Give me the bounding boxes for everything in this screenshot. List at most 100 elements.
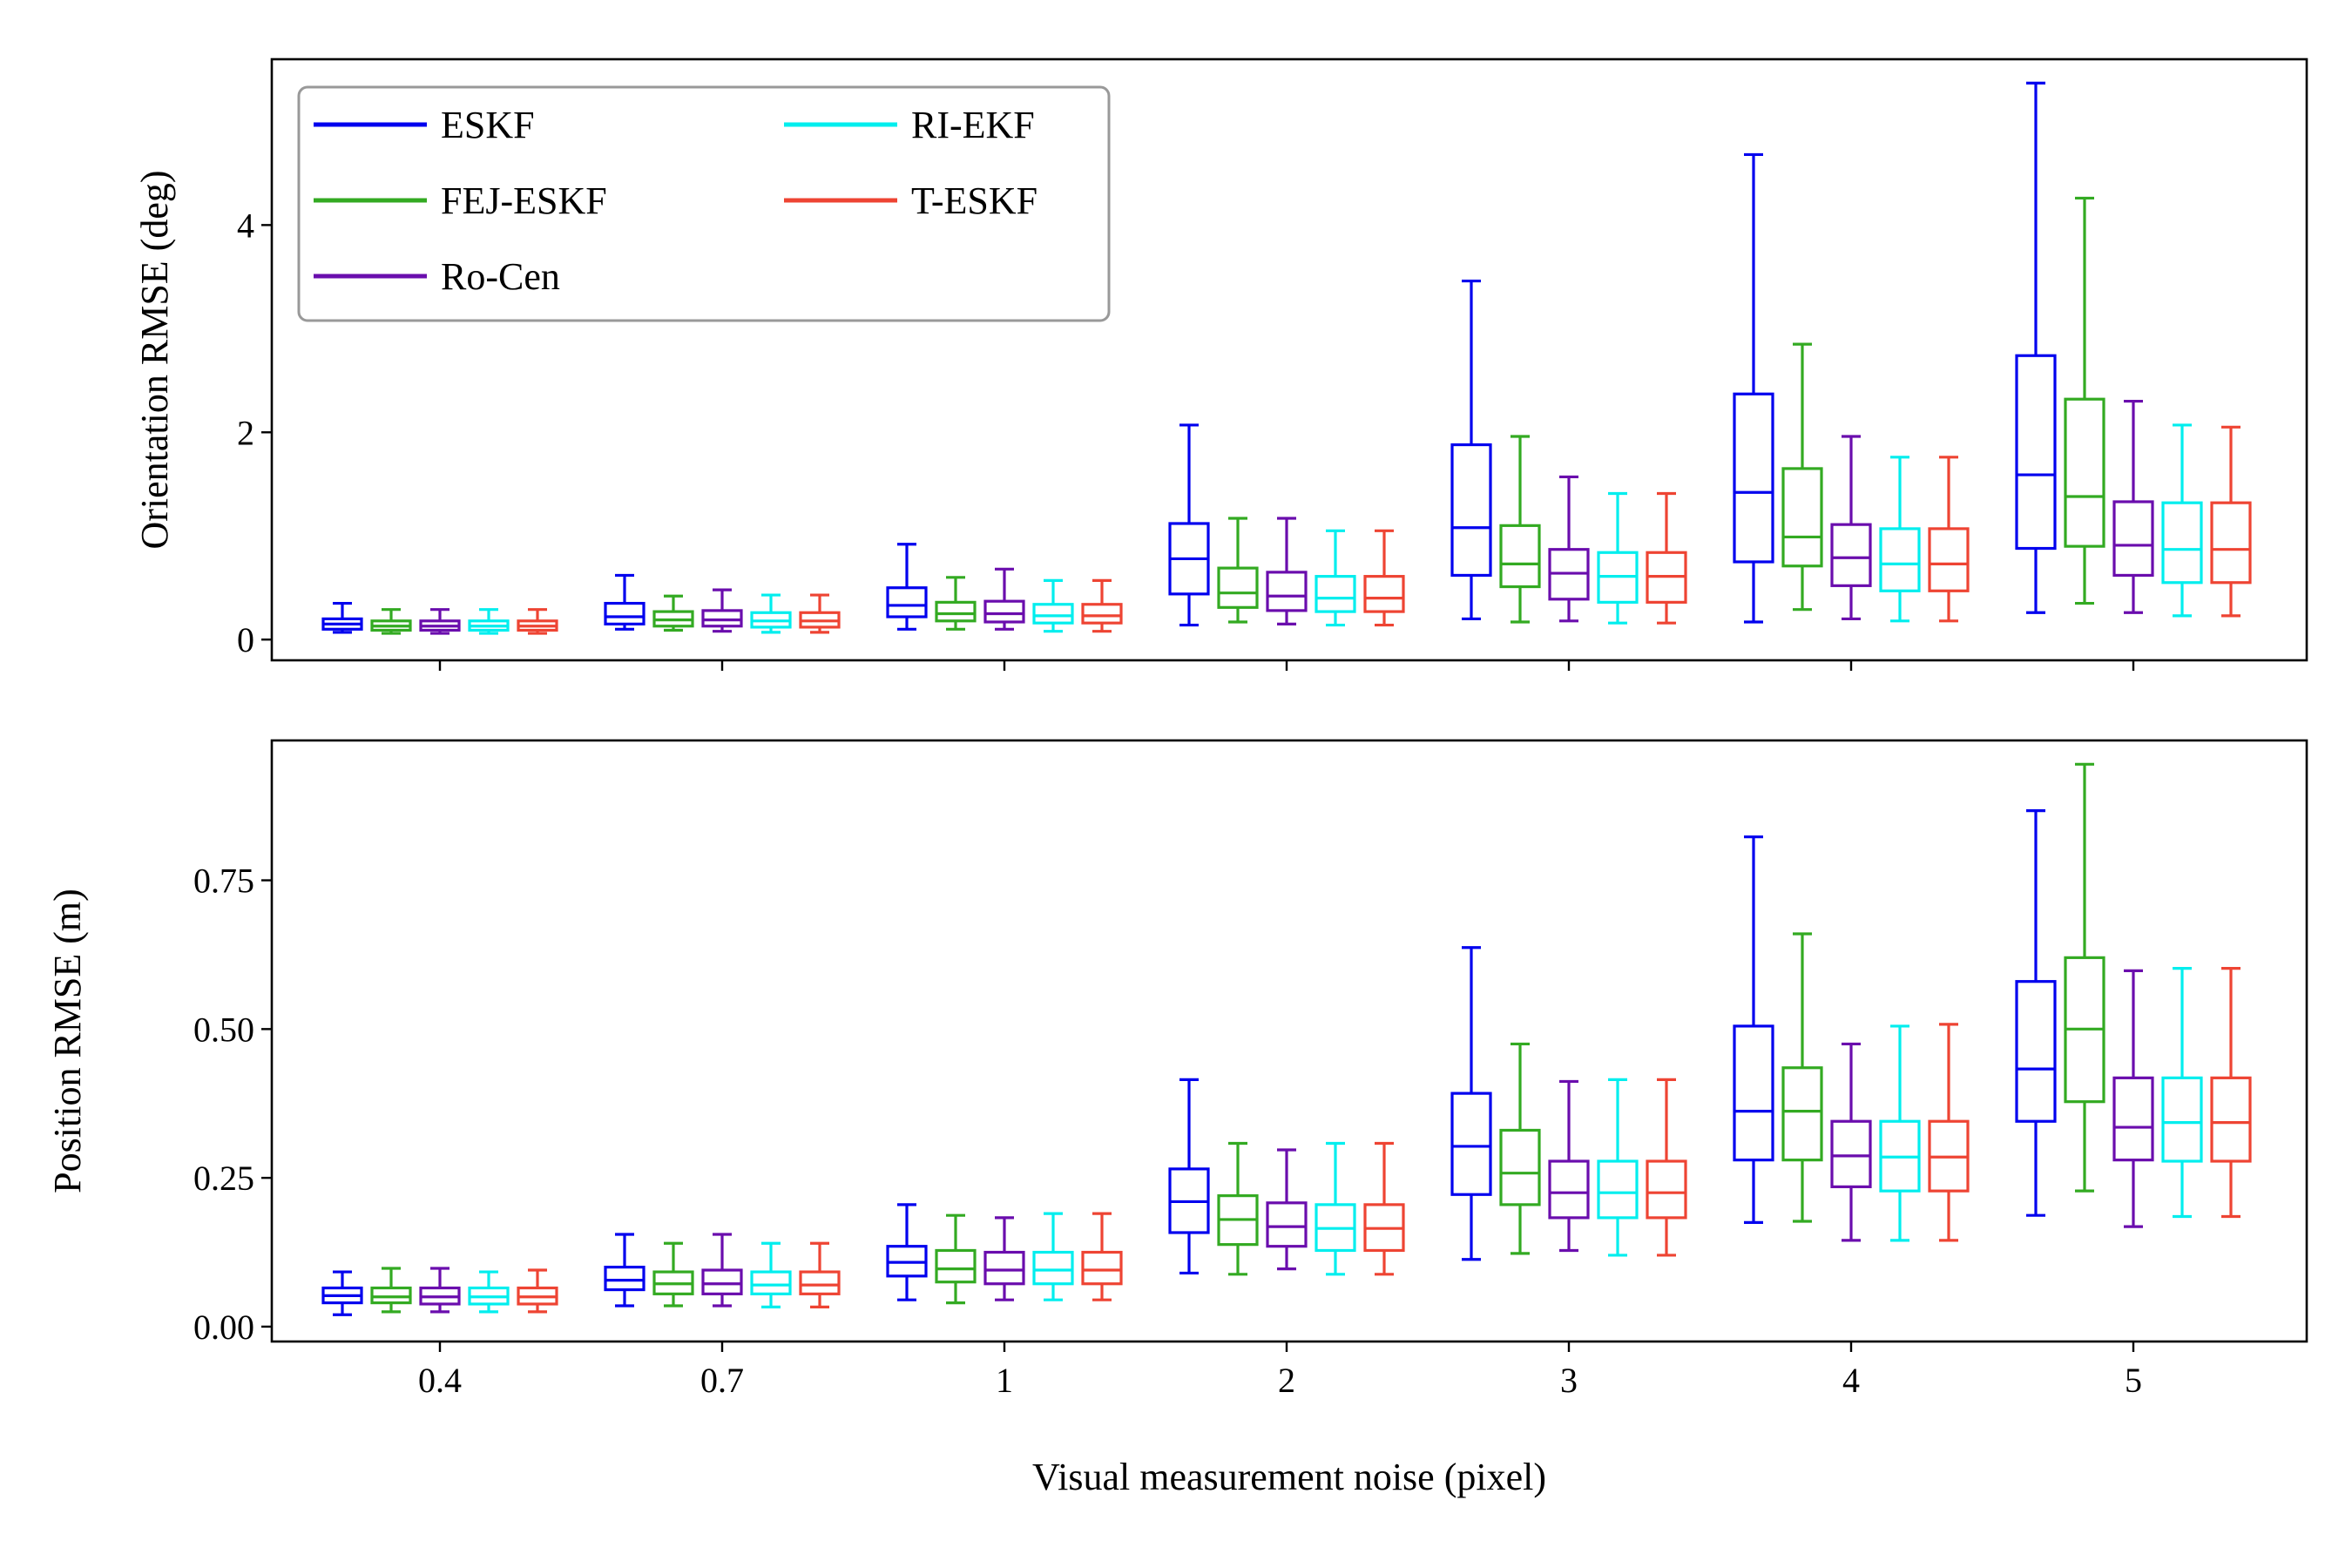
legend-entry-ro-cen: Ro-Cen (314, 255, 560, 298)
orientation-box-eskf (2015, 81, 2057, 614)
legend-label-ro-cen: Ro-Cen (441, 255, 560, 298)
position-y-tick-label: 0.75 (193, 862, 254, 901)
orientation-y-axis-title: Orientation RMSE (deg) (133, 170, 176, 549)
box-iqr (604, 601, 645, 625)
position-box-fej-eskf (2064, 762, 2105, 1193)
orientation-x-ticks (438, 660, 2135, 671)
legend: ESKF FEJ-ESKF Ro-Cen RI-EKF T-ESKF (297, 85, 1111, 322)
orientation-box-t-eskf (2210, 425, 2252, 618)
position-boxes (321, 762, 2252, 1316)
box-iqr (1597, 1159, 1639, 1220)
legend-box (297, 85, 1111, 322)
box-iqr (370, 1286, 412, 1305)
orientation-box-ri-ekf (1315, 529, 1356, 627)
box-iqr (1781, 467, 1823, 568)
orientation-box-ro-cen (419, 608, 461, 635)
position-box-ri-ekf (1597, 1078, 1639, 1257)
box-iqr (1499, 524, 1541, 589)
orientation-box-ro-cen (983, 567, 1025, 631)
position-box-ro-cen (701, 1233, 743, 1308)
position-box-ri-ekf (1315, 1141, 1356, 1276)
legend-entry-eskf: ESKF (314, 104, 535, 146)
box-iqr (1830, 1119, 1872, 1188)
box-iqr (1032, 1250, 1074, 1286)
position-box-ri-ekf (468, 1270, 510, 1314)
position-box-ri-ekf (1032, 1212, 1074, 1301)
legend-label-ri-ekf: RI-EKF (911, 104, 1035, 146)
orientation-box-ri-ekf (2161, 423, 2203, 618)
orientation-box-ri-ekf (468, 608, 510, 635)
box-iqr (886, 586, 928, 618)
orientation-box-t-eskf (1081, 578, 1123, 633)
box-iqr (799, 1270, 841, 1295)
position-y-tick-label: 0.25 (193, 1159, 254, 1198)
orientation-box-eskf (321, 601, 363, 634)
legend-entry-ri-ekf: RI-EKF (784, 104, 1035, 146)
position-box-fej-eskf (370, 1267, 412, 1314)
position-box-eskf (2015, 809, 2057, 1217)
orientation-box-fej-eskf (1499, 435, 1541, 624)
legend-label-t-eskf: T-ESKF (911, 179, 1037, 222)
position-box-ro-cen (1266, 1148, 1308, 1271)
position-box-eskf (604, 1233, 645, 1308)
orientation-y-tick-label: 2 (237, 413, 254, 452)
position-box-fej-eskf (652, 1241, 694, 1308)
box-iqr (2161, 1076, 2203, 1163)
legend-entry-fej-eskf: FEJ-ESKF (314, 179, 607, 222)
orientation-rmse-panel: 0 2 4 Orientation RMSE (deg) (133, 57, 2308, 671)
box-iqr (701, 1268, 743, 1295)
position-box-t-eskf (799, 1241, 841, 1308)
position-box-t-eskf (1363, 1141, 1405, 1276)
position-box-fej-eskf (1499, 1042, 1541, 1255)
position-y-ticks: 0.00 0.25 0.50 0.75 (193, 862, 272, 1347)
position-x-ticks: 0.4 0.7 1 2 3 4 5 (418, 1342, 2142, 1400)
position-box-ri-ekf (1879, 1024, 1921, 1242)
position-box-t-eskf (517, 1268, 558, 1314)
position-box-eskf (1450, 946, 1492, 1261)
orientation-box-ri-ekf (1032, 578, 1074, 633)
position-y-tick-label: 0.50 (193, 1010, 254, 1049)
position-box-eskf (321, 1270, 363, 1316)
box-iqr (1781, 1066, 1823, 1162)
orientation-box-ro-cen (1830, 435, 1872, 621)
orientation-box-fej-eskf (1217, 517, 1259, 624)
box-iqr (1081, 1250, 1123, 1286)
box-iqr (2112, 500, 2154, 578)
orientation-box-ro-cen (2112, 399, 2154, 614)
box-iqr (1266, 571, 1308, 612)
orientation-box-ro-cen (1548, 475, 1590, 623)
box-iqr (701, 609, 743, 628)
x-tick-label: 3 (1560, 1361, 1578, 1400)
box-iqr (1879, 527, 1921, 592)
orientation-box-fej-eskf (1781, 342, 1823, 612)
orientation-axes-frame (270, 57, 2308, 662)
box-iqr (1548, 1159, 1590, 1220)
box-iqr (2015, 980, 2057, 1123)
position-box-fej-eskf (935, 1213, 977, 1305)
orientation-box-fej-eskf (370, 608, 412, 635)
position-box-t-eskf (1081, 1212, 1123, 1301)
orientation-box-eskf (604, 573, 645, 631)
orientation-box-t-eskf (1928, 456, 1970, 623)
orientation-box-fej-eskf (652, 594, 694, 632)
box-iqr (1830, 523, 1872, 587)
orientation-box-t-eskf (799, 593, 841, 634)
x-tick-label: 1 (996, 1361, 1013, 1400)
position-box-ri-ekf (750, 1241, 792, 1308)
box-iqr (1450, 443, 1492, 578)
position-box-fej-eskf (1781, 932, 1823, 1223)
orientation-box-eskf (886, 543, 928, 631)
position-box-ro-cen (419, 1267, 461, 1314)
position-axes-frame (270, 739, 2308, 1343)
x-tick-label: 4 (1842, 1361, 1860, 1400)
box-iqr (1315, 575, 1356, 613)
x-tick-label: 0.4 (418, 1361, 462, 1400)
position-box-ro-cen (1548, 1079, 1590, 1253)
position-box-ri-ekf (2161, 967, 2203, 1219)
box-iqr (983, 1250, 1025, 1286)
position-box-ro-cen (1830, 1042, 1872, 1242)
box-iqr (750, 1270, 792, 1295)
box-iqr (1733, 1024, 1774, 1162)
position-box-t-eskf (1928, 1023, 1970, 1242)
legend-entry-t-eskf: T-ESKF (784, 179, 1037, 222)
